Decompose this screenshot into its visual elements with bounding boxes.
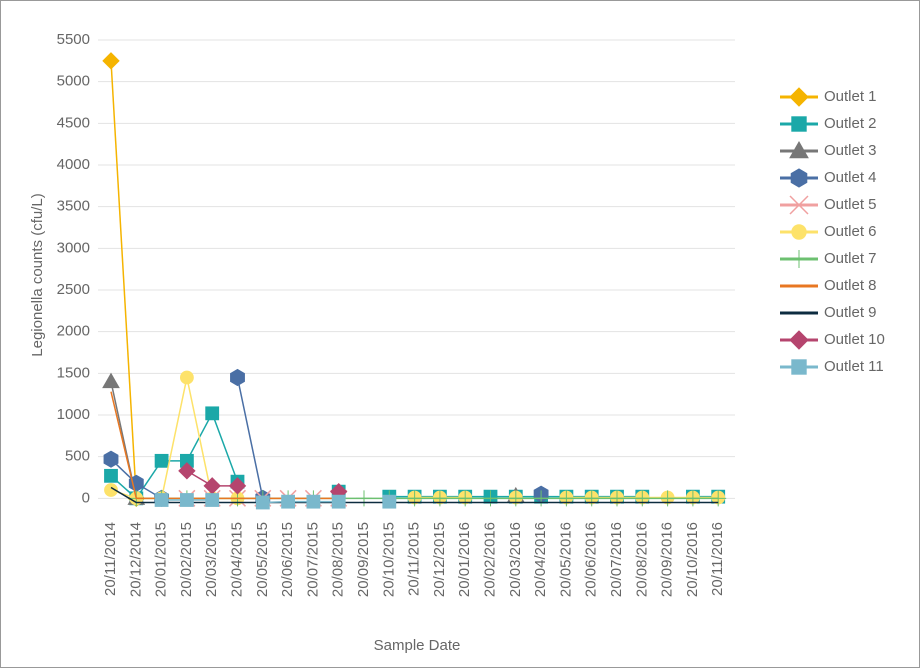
data-point — [558, 490, 575, 507]
legend-label: Outlet 1 — [824, 88, 877, 105]
legend-label: Outlet 11 — [824, 358, 884, 375]
data-point — [634, 490, 651, 507]
series-line — [110, 60, 138, 499]
y-axis-label: Legionella counts (cfu/L) — [29, 193, 46, 356]
legend-label: Outlet 9 — [824, 304, 877, 321]
y-tick-label: 5000 — [57, 73, 90, 90]
series-line — [110, 391, 339, 500]
x-tick-label: 20/04/2015 — [228, 522, 245, 597]
x-tick-label: 20/06/2015 — [279, 522, 296, 597]
y-tick-label: 3000 — [57, 239, 90, 256]
legend-marker — [789, 87, 809, 107]
x-tick-label: 20/07/2016 — [608, 522, 625, 597]
x-tick-label: 20/03/2015 — [203, 522, 220, 597]
legend-marker — [789, 140, 809, 159]
legend-label: Outlet 8 — [824, 277, 877, 294]
data-point — [228, 477, 247, 495]
data-point — [507, 490, 524, 507]
data-point — [104, 483, 118, 497]
x-tick-label: 20/07/2015 — [304, 522, 321, 597]
data-point — [306, 494, 321, 509]
legend-label: Outlet 5 — [824, 196, 877, 213]
data-point — [103, 450, 119, 468]
data-point — [255, 495, 270, 510]
x-tick-label: 20/02/2015 — [178, 522, 195, 597]
data-point — [583, 490, 600, 507]
x-tick-label: 20/01/2016 — [456, 522, 473, 597]
data-point — [382, 494, 397, 509]
data-point — [281, 494, 296, 509]
data-point — [102, 52, 120, 70]
x-tick-label: 20/12/2014 — [127, 522, 144, 597]
y-tick-label: 500 — [65, 448, 90, 465]
data-point — [406, 490, 423, 507]
data-point — [154, 453, 169, 468]
data-point — [102, 372, 120, 389]
data-point — [154, 493, 169, 507]
legend-marker — [791, 116, 807, 132]
legend-label: Outlet 3 — [824, 142, 877, 159]
x-tick-label: 20/01/2015 — [153, 522, 170, 597]
legend-marker — [790, 168, 808, 188]
y-tick-label: 5500 — [57, 31, 90, 48]
x-tick-label: 20/06/2016 — [583, 522, 600, 597]
x-tick-label: 20/05/2015 — [254, 522, 271, 597]
legend-marker — [791, 359, 807, 375]
x-tick-label: 20/05/2016 — [557, 522, 574, 597]
data-point — [533, 490, 550, 507]
legend-label: Outlet 2 — [824, 115, 877, 132]
y-tick-label: 2000 — [57, 323, 90, 340]
legend-label: Outlet 6 — [824, 223, 877, 240]
x-axis-label: Sample Date — [374, 637, 461, 654]
legend-marker — [789, 330, 809, 350]
data-point — [331, 494, 346, 509]
x-tick-label: 20/10/2016 — [684, 522, 701, 597]
y-tick-label: 1000 — [57, 406, 90, 423]
data-point — [659, 490, 676, 507]
y-tick-label: 4500 — [57, 114, 90, 131]
legend-label: Outlet 7 — [824, 250, 877, 267]
x-tick-label: 20/09/2016 — [659, 522, 676, 597]
data-point — [356, 490, 372, 507]
legend-label: Outlet 10 — [824, 331, 885, 348]
x-tick-label: 20/12/2015 — [431, 522, 448, 597]
data-point — [205, 493, 220, 507]
y-tick-label: 4000 — [57, 156, 90, 173]
x-tick-label: 20/10/2015 — [380, 522, 397, 597]
data-point — [230, 368, 245, 387]
legend-marker — [790, 250, 808, 268]
legend-label: Outlet 4 — [824, 169, 877, 186]
x-tick-label: 20/09/2015 — [355, 522, 372, 597]
x-tick-label: 20/03/2016 — [507, 522, 524, 597]
data-point — [482, 490, 499, 507]
data-point — [205, 406, 220, 421]
data-point — [104, 468, 118, 483]
legend-marker — [789, 195, 809, 215]
y-tick-label: 3500 — [57, 198, 90, 215]
x-tick-label: 20/11/2014 — [102, 522, 119, 596]
data-point — [178, 462, 196, 480]
x-tick-label: 20/08/2015 — [330, 522, 347, 597]
x-tick-label: 20/02/2016 — [481, 522, 498, 597]
data-point — [180, 493, 194, 507]
data-point — [180, 370, 194, 385]
data-point — [431, 490, 448, 507]
data-point — [684, 490, 701, 507]
legend-marker — [791, 224, 807, 240]
x-tick-label: 20/11/2016 — [709, 522, 726, 596]
y-tick-label: 2500 — [57, 281, 90, 298]
y-tick-label: 1500 — [57, 364, 90, 381]
x-tick-label: 20/08/2016 — [633, 522, 650, 597]
data-point — [457, 490, 474, 507]
x-tick-label: 20/04/2016 — [532, 522, 549, 597]
data-point — [710, 490, 727, 507]
y-tick-label: 0 — [82, 489, 90, 506]
data-point — [609, 490, 625, 507]
x-tick-label: 20/11/2015 — [406, 522, 423, 596]
